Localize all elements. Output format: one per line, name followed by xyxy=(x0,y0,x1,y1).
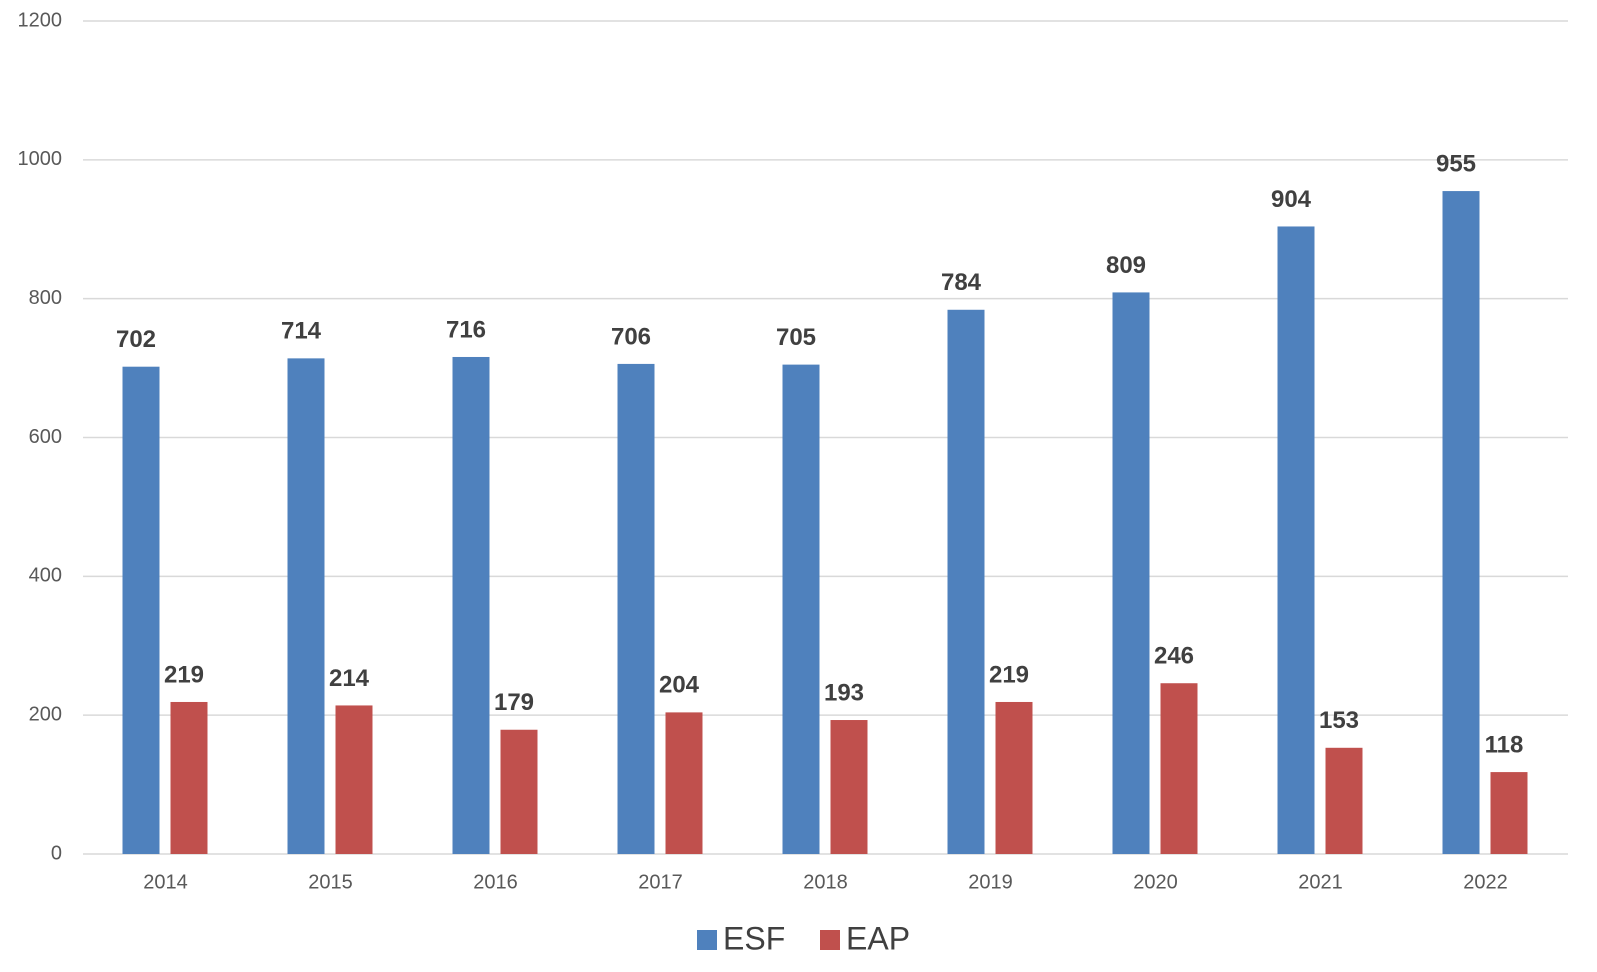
value-label: 702 xyxy=(116,326,156,353)
value-label: 246 xyxy=(1154,643,1194,670)
y-tick-label: 1200 xyxy=(18,9,63,31)
bar xyxy=(287,358,325,854)
y-tick-label: 800 xyxy=(29,287,62,309)
x-tick-label: 2016 xyxy=(473,871,518,893)
value-label: 214 xyxy=(329,665,370,692)
value-label: 716 xyxy=(446,316,486,343)
bar xyxy=(947,309,985,855)
y-tick-label: 0 xyxy=(51,842,62,864)
bar xyxy=(1325,747,1363,854)
value-label: 714 xyxy=(281,318,322,345)
value-label: 809 xyxy=(1106,252,1146,279)
value-label: 955 xyxy=(1436,150,1476,177)
value-label: 193 xyxy=(824,679,864,706)
value-label: 219 xyxy=(989,661,1029,688)
legend-label: ESF xyxy=(723,920,785,956)
legend-swatch xyxy=(697,930,717,950)
bar xyxy=(1160,683,1198,854)
bar xyxy=(830,720,868,854)
x-tick-label: 2022 xyxy=(1463,871,1508,893)
x-tick-label: 2017 xyxy=(638,871,683,893)
bar xyxy=(1277,226,1315,854)
value-label: 118 xyxy=(1485,731,1524,758)
bar xyxy=(500,729,538,854)
x-tick-label: 2019 xyxy=(968,871,1013,893)
legend-label: EAP xyxy=(846,920,910,956)
value-label: 219 xyxy=(164,661,204,688)
bar xyxy=(335,705,373,854)
bar xyxy=(665,712,703,854)
value-label: 153 xyxy=(1319,707,1359,734)
y-tick-label: 1000 xyxy=(18,148,63,170)
value-label: 204 xyxy=(659,672,700,699)
bar xyxy=(1442,191,1480,855)
bar xyxy=(122,366,160,854)
y-tick-label: 200 xyxy=(29,703,62,725)
bar xyxy=(782,364,820,854)
x-tick-label: 2014 xyxy=(143,871,188,893)
value-label: 706 xyxy=(611,323,651,350)
value-label: 904 xyxy=(1271,186,1312,213)
bar xyxy=(1490,772,1528,854)
bar xyxy=(617,363,655,854)
bar xyxy=(995,701,1033,854)
x-tick-label: 2020 xyxy=(1133,871,1178,893)
bar xyxy=(452,356,490,854)
legend-swatch xyxy=(820,930,840,950)
bar xyxy=(170,701,208,854)
bar xyxy=(1112,292,1150,854)
y-tick-label: 400 xyxy=(29,565,62,587)
value-label: 179 xyxy=(494,689,534,716)
y-tick-label: 600 xyxy=(29,426,62,448)
x-tick-label: 2021 xyxy=(1298,871,1343,893)
value-label: 784 xyxy=(941,269,982,296)
x-tick-label: 2015 xyxy=(308,871,353,893)
value-label: 705 xyxy=(776,324,816,351)
x-tick-label: 2018 xyxy=(803,871,848,893)
